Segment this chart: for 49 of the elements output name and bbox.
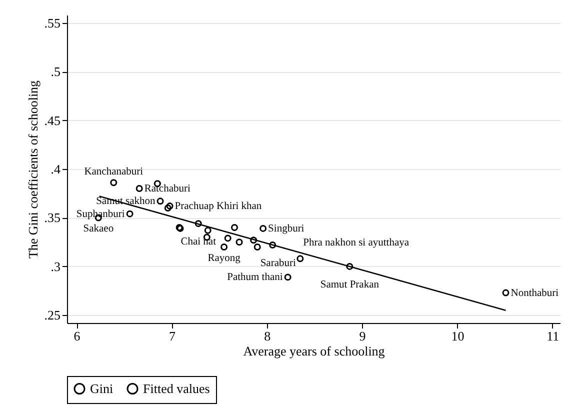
- annotation: Pathum thani: [227, 272, 283, 284]
- point: [231, 224, 238, 231]
- point: [224, 234, 232, 242]
- annotation: Sakaeo: [83, 224, 114, 235]
- annotation: Singburi: [268, 223, 304, 234]
- annotation: Saraburi: [260, 258, 296, 269]
- y-tick-label: .25: [44, 308, 60, 323]
- annotation: Samut Prakan: [320, 279, 380, 290]
- legend-label: Gini: [90, 380, 114, 396]
- point: [126, 210, 134, 218]
- annotation: Kanchanaburi: [84, 166, 144, 178]
- annotation: Phra nakhon si ayutthaya: [303, 238, 410, 249]
- x-tick-label: 8: [264, 328, 271, 344]
- y-tick-label: .35: [44, 210, 60, 226]
- legend-label: Fitted values: [143, 380, 210, 396]
- point: [110, 179, 118, 186]
- x-tick-label: 6: [74, 328, 81, 344]
- annotation: Prachuap Khiri khan: [174, 201, 262, 212]
- point: [236, 238, 243, 246]
- point: [502, 289, 510, 296]
- x-tick-label: 11: [546, 328, 560, 344]
- annotation: Suphanburi: [76, 208, 125, 220]
- y-tick-label: .4: [50, 162, 61, 176]
- point: [269, 242, 276, 249]
- annotation: Rayong: [208, 252, 242, 264]
- point: [204, 226, 212, 234]
- point: [136, 185, 143, 192]
- annotation: Nonthaburi: [510, 288, 559, 299]
- y-tick-label: .55: [44, 15, 60, 30]
- y-axis-title: The Gini coefficients of schooling: [25, 80, 40, 259]
- y-tick-label: .3: [50, 258, 60, 274]
- point: [260, 224, 267, 232]
- y-tick-label: .45: [44, 112, 60, 128]
- x-tick-label: 9: [359, 328, 366, 344]
- point: [156, 198, 164, 205]
- point: [284, 274, 292, 281]
- point: [346, 262, 354, 270]
- x-tick-label: 10: [451, 328, 464, 344]
- y-tick-label: .5: [50, 64, 60, 80]
- point: [220, 243, 228, 250]
- point: [164, 204, 172, 212]
- point: [296, 255, 304, 262]
- x-axis-title: Average years of schooling: [243, 344, 386, 358]
- point: [166, 202, 174, 210]
- point: [250, 236, 258, 244]
- point: [194, 220, 202, 228]
- x-tick-label: 7: [168, 328, 176, 344]
- point: [254, 243, 261, 250]
- annotation: Ratchaburi: [144, 183, 190, 194]
